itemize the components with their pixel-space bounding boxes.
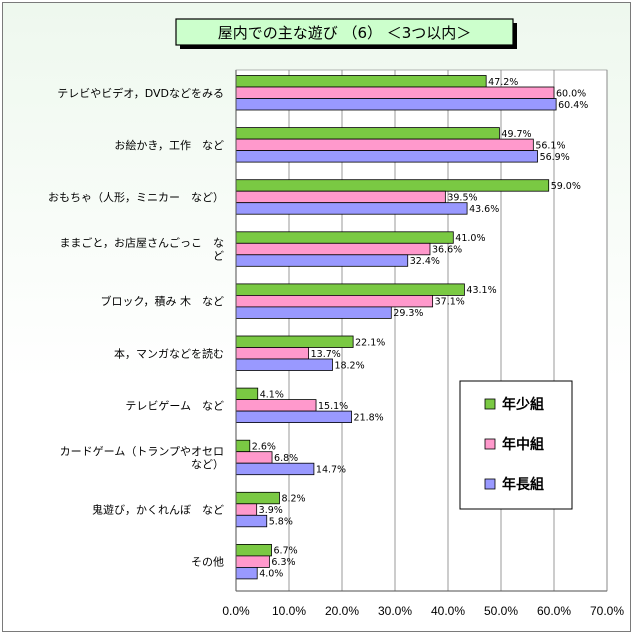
category-label: カードゲーム（トランプやオセロなど）	[60, 445, 224, 471]
bar	[235, 387, 259, 401]
bar	[235, 567, 258, 580]
x-tick-label: 60.0%	[537, 604, 571, 618]
data-label: 15.1%	[318, 401, 348, 412]
bar	[235, 335, 354, 348]
bar	[235, 439, 251, 453]
legend-label: 年少組	[502, 396, 544, 413]
data-label: 43.1%	[466, 285, 496, 296]
x-tick-label: 70.0%	[590, 604, 624, 618]
category-label: おもちゃ（人形，ミニカー など）	[48, 191, 224, 204]
category-label: お絵かき，工作 など	[114, 138, 224, 152]
data-label: 32.4%	[410, 256, 440, 267]
data-label: 18.2%	[334, 360, 364, 371]
category-label: 鬼遊び，かくれんぼ など	[92, 503, 224, 517]
bar	[235, 98, 557, 111]
x-tick-label: 10.0%	[272, 604, 306, 618]
bar	[235, 358, 333, 371]
bar	[235, 451, 273, 464]
data-label: 3.9%	[259, 505, 283, 516]
data-label: 49.7%	[501, 129, 531, 140]
legend-swatch	[484, 478, 496, 490]
bar	[235, 491, 280, 505]
category-label: テレビゲーム など	[125, 399, 224, 412]
title-box	[175, 18, 514, 46]
bar	[235, 462, 315, 476]
legend-swatch	[484, 398, 496, 410]
bar	[235, 190, 446, 204]
x-tick-label: 40.0%	[431, 604, 465, 618]
bar	[235, 127, 500, 140]
legend-swatch	[484, 438, 496, 450]
bar	[235, 347, 310, 360]
data-label: 4.1%	[260, 389, 284, 400]
data-label: 6.8%	[274, 453, 298, 464]
category-label: テレビやビデオ，DVDなどをみる	[57, 86, 224, 100]
bar	[235, 231, 454, 244]
bar	[235, 254, 409, 267]
data-label: 4.0%	[259, 569, 283, 580]
data-label: 29.3%	[393, 308, 423, 319]
bar	[235, 555, 270, 568]
bar	[235, 306, 392, 319]
category-label: ままごと，お店屋さんごっこ など	[59, 236, 224, 263]
data-label: 56.1%	[535, 140, 565, 151]
bar	[235, 150, 538, 163]
bar	[235, 242, 431, 256]
bar	[235, 283, 465, 296]
bar	[235, 503, 258, 516]
data-label: 56.9%	[540, 152, 570, 163]
data-label: 43.6%	[469, 204, 499, 215]
data-label: 60.4%	[558, 100, 588, 111]
bar	[235, 514, 268, 528]
data-label: 59.0%	[551, 181, 581, 192]
data-label: 21.8%	[354, 412, 384, 423]
data-label: 14.7%	[316, 464, 346, 475]
data-label: 13.7%	[311, 349, 341, 360]
data-label: 6.7%	[274, 546, 298, 557]
x-tick-label: 30.0%	[378, 604, 412, 618]
x-tick-label: 20.0%	[325, 604, 359, 618]
bar	[235, 544, 272, 557]
data-label: 22.1%	[355, 337, 385, 348]
data-label: 6.3%	[271, 557, 295, 568]
category-label: 本，マンガなどを読む	[114, 346, 224, 360]
x-tick-label: 50.0%	[484, 604, 518, 618]
data-label: 36.6%	[432, 245, 462, 256]
bar	[235, 75, 487, 88]
data-label: 2.6%	[252, 441, 276, 452]
x-tick-label: 0.0%	[222, 604, 250, 618]
bar	[235, 294, 434, 308]
plot-border	[235, 69, 608, 592]
legend-label: 年中組	[502, 436, 544, 453]
legend-label: 年長組	[502, 476, 544, 493]
chart-title: 屋内での主な遊び （6） ＜3つ以内＞	[218, 24, 472, 42]
bar	[235, 86, 555, 99]
data-label: 47.2%	[488, 77, 518, 88]
bar	[235, 138, 534, 152]
data-label: 37.1%	[435, 297, 465, 308]
bar	[235, 410, 352, 424]
bar	[235, 202, 468, 215]
data-label: 39.5%	[447, 192, 477, 203]
legend-box	[459, 380, 573, 510]
data-label: 5.8%	[269, 517, 293, 528]
data-label: 41.0%	[455, 233, 485, 244]
category-label: その他	[191, 556, 224, 569]
category-label: ブロック，積み 木 など	[100, 294, 224, 308]
bar	[235, 179, 550, 192]
bar	[235, 399, 317, 412]
data-label: 60.0%	[556, 88, 586, 99]
data-label: 8.2%	[281, 494, 305, 505]
